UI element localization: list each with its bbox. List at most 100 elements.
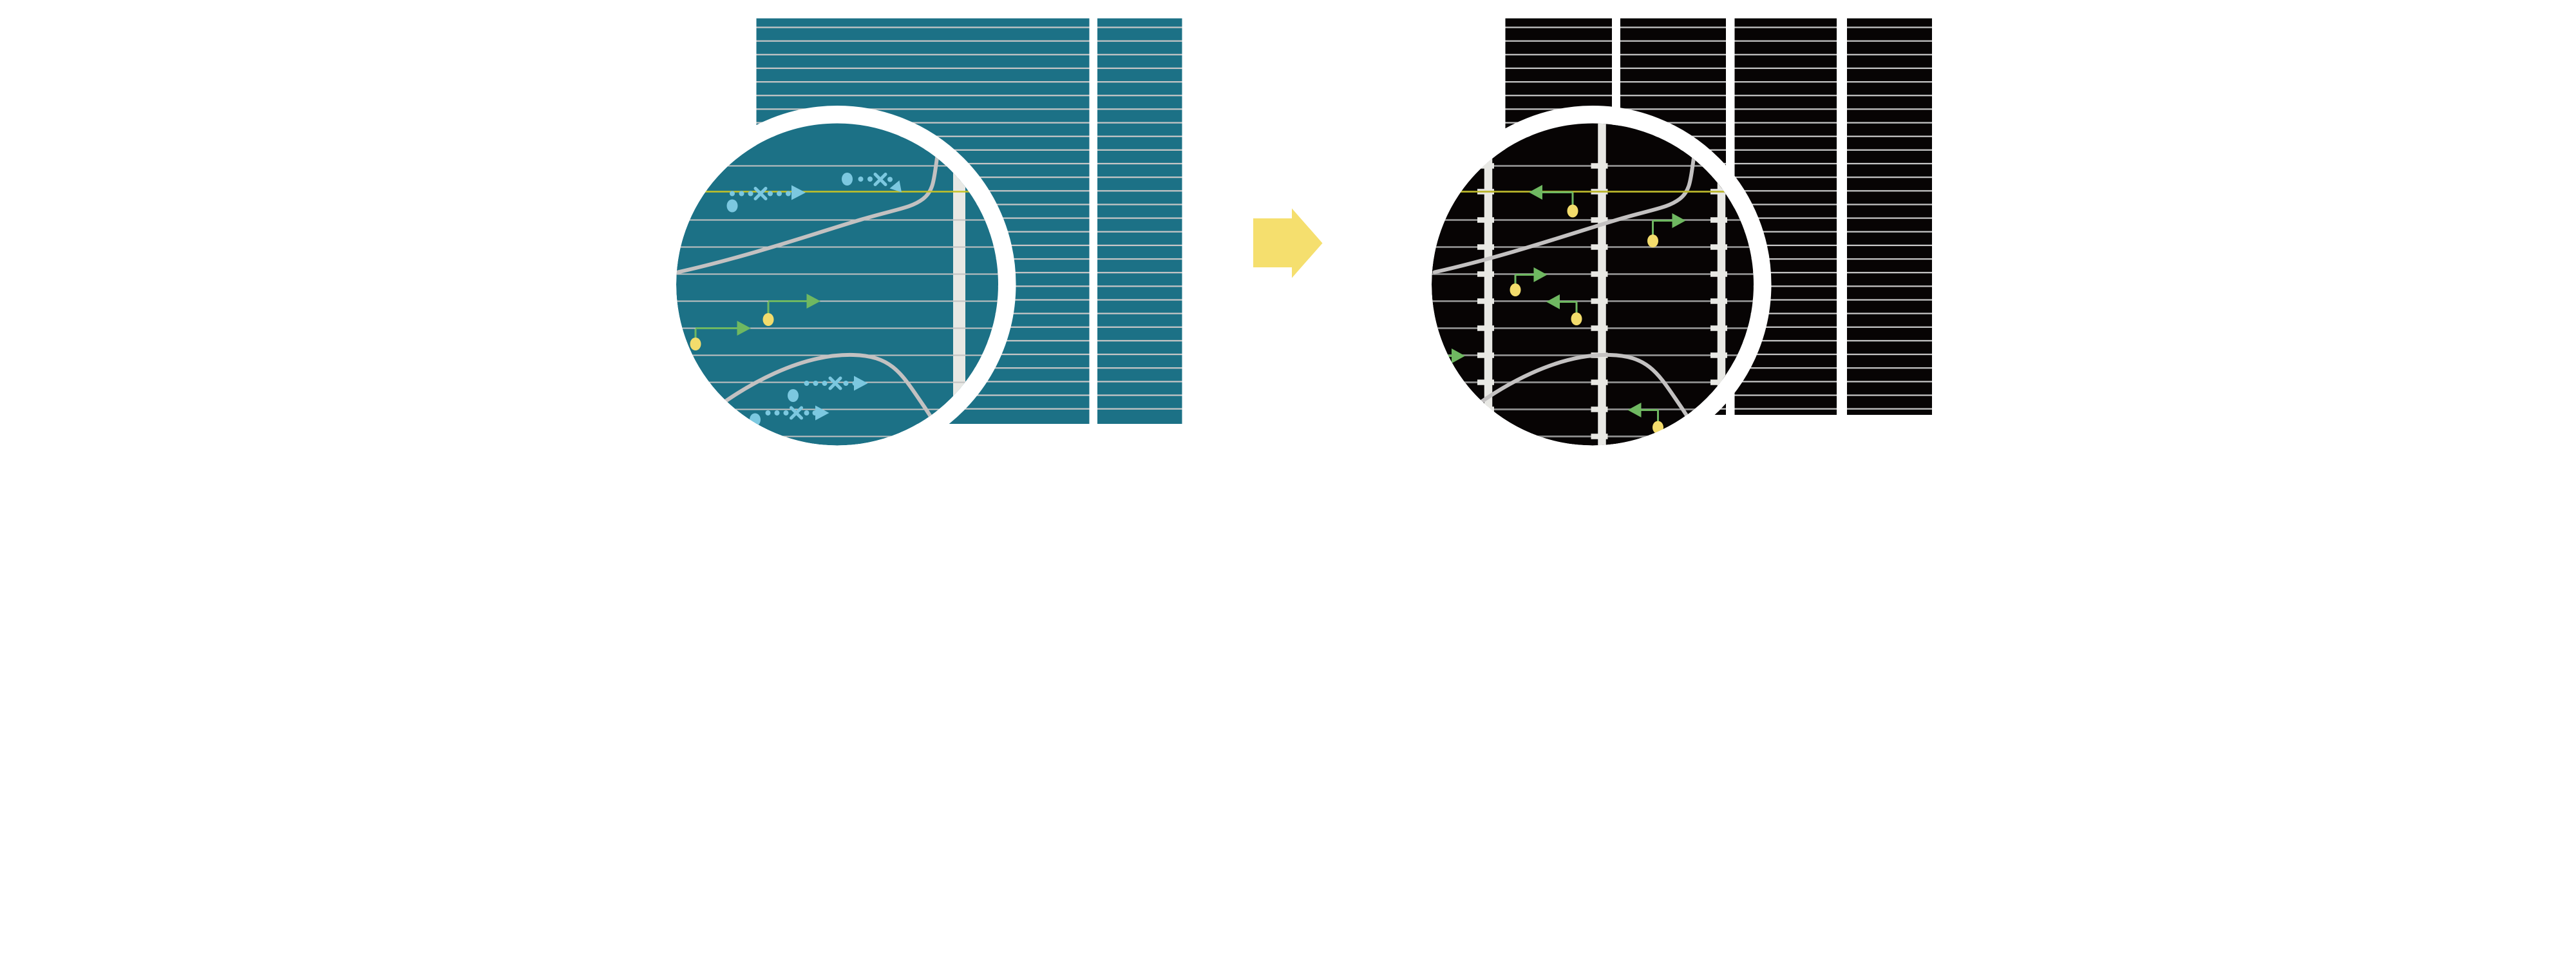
finger-grid-line (1097, 81, 1182, 83)
finger-grid-line (1620, 53, 1726, 55)
finger-grid-line (1847, 299, 1932, 301)
finger-grid-line (1734, 339, 1837, 342)
cell-column (1847, 18, 1932, 415)
finger-grid-line (756, 108, 1090, 110)
finger-grid-line (1097, 40, 1182, 42)
finger-grid-line (1097, 367, 1182, 369)
collected-carrier-dot-icon (1510, 283, 1521, 296)
finger-grid-line (756, 53, 1090, 55)
green-arrowhead-icon (737, 321, 751, 336)
finger-grid-line (1097, 162, 1182, 165)
busbar-solder-pad (1591, 271, 1608, 277)
collected-carrier-path (1647, 213, 1686, 247)
finger-grid-line (1097, 122, 1182, 124)
finger-grid-line (1847, 53, 1932, 55)
magnified-finger-line (676, 273, 998, 275)
busbar-solder-pad (1710, 217, 1727, 223)
finger-grid-line (1620, 122, 1726, 124)
finger-grid-line (756, 26, 1090, 28)
recombination-x-icon (873, 173, 887, 186)
trail-dot-icon (774, 410, 780, 415)
finger-grid-line (756, 40, 1090, 42)
finger-grid-line (1847, 231, 1932, 233)
finger-grid-line (1620, 67, 1726, 70)
trail-dot-icon (887, 177, 893, 182)
finger-grid-line (1734, 217, 1837, 219)
finger-grid-line (1097, 394, 1182, 396)
busbar-solder-pad (1477, 217, 1494, 223)
finger-grid-line (1734, 53, 1837, 55)
finger-grid-line (1097, 339, 1182, 342)
collected-carrier-path (1546, 294, 1582, 325)
lost-carrier-path (788, 376, 868, 402)
busbar (1484, 123, 1493, 446)
magnifier-ring (1414, 106, 1772, 463)
busbar-solder-pad (1591, 434, 1608, 439)
finger-grid-line (1847, 26, 1932, 28)
finger-grid-line (1097, 67, 1182, 70)
finger-grid-line (1847, 326, 1932, 328)
collected-carrier-path (762, 294, 820, 326)
finger-grid-line (1734, 26, 1837, 28)
finger-grid-line (1505, 26, 1612, 28)
finger-grid-line (1847, 190, 1932, 192)
busbar-solder-pad (1591, 217, 1608, 223)
collected-carrier-path (1529, 185, 1578, 218)
highlighted-finger-line (1432, 191, 1754, 193)
finger-grid-line (1097, 149, 1182, 151)
arrowhead-icon (854, 376, 868, 391)
finger-grid-line (756, 95, 1090, 97)
trail-dot-icon (867, 177, 873, 182)
finger-grid-line (1097, 53, 1182, 55)
finger-grid-line (1847, 81, 1932, 83)
finger-grid-line (1620, 95, 1726, 97)
finger-grid-line (756, 67, 1090, 70)
collected-carrier-path (1510, 267, 1548, 296)
busbar-solder-pad (1710, 298, 1727, 304)
busbar-solder-pad (1477, 352, 1494, 358)
busbar-solder-pad (1710, 352, 1727, 358)
collected-carrier-dot-icon (762, 313, 774, 326)
busbar-solder-pad (1710, 244, 1727, 250)
finger-grid-line (1734, 135, 1837, 137)
lost-carrier-path (842, 173, 902, 193)
finger-grid-line (1097, 408, 1182, 410)
lost-carrier-path (750, 405, 829, 426)
finger-grid-line (1097, 285, 1182, 287)
finger-grid-line (1734, 149, 1837, 151)
trail-dot-icon (843, 381, 849, 386)
busbar-solder-pad (1477, 271, 1494, 277)
green-arrowhead-icon (1672, 213, 1686, 228)
green-arrowhead-icon (806, 294, 820, 309)
finger-grid-line (1847, 339, 1932, 342)
finger-grid-line (1847, 285, 1932, 287)
finger-grid-line (1734, 244, 1837, 247)
recombination-x-icon (753, 187, 768, 200)
magnified-cell-region (1432, 123, 1754, 446)
finger-grid-line (1847, 381, 1932, 383)
green-arrowhead-icon (1627, 403, 1642, 417)
busbar (1717, 123, 1726, 446)
finger-grid-line (1097, 299, 1182, 301)
lost-carrier-dot-icon (788, 389, 799, 402)
finger-grid-line (1847, 135, 1932, 137)
finger-grid-line (1505, 40, 1612, 42)
trail-dot-icon (768, 191, 773, 196)
finger-grid-line (1505, 53, 1612, 55)
busbar (1598, 123, 1606, 446)
collected-carrier-dot-icon (1567, 204, 1578, 218)
busbar-solder-pad (1591, 379, 1608, 385)
highlighted-finger-line (676, 191, 998, 193)
busbar-layer (1477, 123, 1727, 446)
finger-grid-line (1734, 272, 1837, 274)
finger-grid-line (1097, 258, 1182, 260)
finger-grid-line (1734, 408, 1837, 410)
collected-carrier-dot-icon (1647, 234, 1658, 247)
finger-grid-line (1097, 381, 1182, 383)
lost-carrier-path (726, 185, 806, 213)
finger-grid-line (1847, 162, 1932, 165)
right-arrow-icon (1253, 208, 1323, 278)
busbar-layer (953, 123, 965, 446)
finger-grid-line (1734, 258, 1837, 260)
finger-grid-line (1734, 122, 1837, 124)
